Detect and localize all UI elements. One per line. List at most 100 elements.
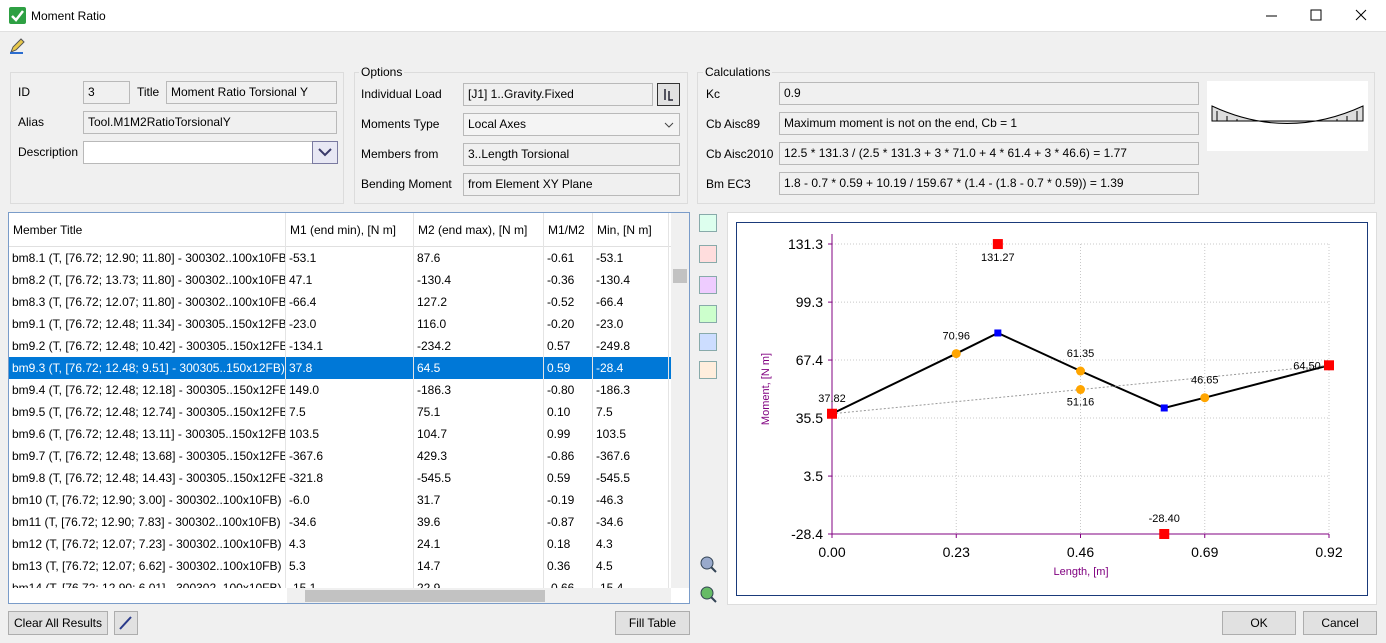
table-cell: bm11 (T, [76.72; 12.90; 7.83] - 300302..… bbox=[9, 511, 286, 533]
window-controls[interactable] bbox=[1250, 0, 1386, 32]
calculation-field: 1.8 - 0.7 * 0.59 + 10.19 / 159.67 * (1.4… bbox=[779, 172, 1199, 195]
table-row[interactable]: bm12 (T, [76.72; 12.07; 7.23] - 300302..… bbox=[9, 533, 671, 556]
column-header[interactable]: M1/M2 bbox=[544, 213, 593, 247]
table-row[interactable]: bm8.1 (T, [76.72; 12.90; 11.80] - 300302… bbox=[9, 247, 671, 270]
tool-button[interactable] bbox=[699, 333, 717, 351]
table-row[interactable]: bm9.2 (T, [76.72; 12.48; 10.42] - 300305… bbox=[9, 335, 671, 358]
tool-button[interactable] bbox=[699, 361, 717, 379]
edit-tool[interactable] bbox=[9, 38, 25, 54]
table-row[interactable]: bm14 (T, [76.72; 12.90; 6.01] - 300302..… bbox=[9, 577, 671, 588]
option-field[interactable]: from Element XY Plane bbox=[463, 173, 680, 196]
table-cell: -367.6 bbox=[286, 445, 414, 467]
app-icon bbox=[9, 7, 26, 24]
table-cell: 104.7 bbox=[414, 423, 544, 445]
point-marker bbox=[1076, 385, 1085, 395]
y-tick-label: 67.4 bbox=[796, 352, 823, 368]
table-cell: -367.6 bbox=[593, 445, 669, 467]
pick-load-button[interactable] bbox=[657, 83, 680, 106]
data-label: 131.27 bbox=[981, 252, 1015, 264]
fill-table-button[interactable]: Fill Table bbox=[615, 611, 690, 635]
calculation-field: 12.5 * 131.3 / (2.5 * 131.3 + 3 * 71.0 +… bbox=[779, 142, 1199, 165]
table-cell: 64.5 bbox=[414, 357, 544, 379]
ok-button[interactable]: OK bbox=[1222, 611, 1296, 635]
general-group bbox=[10, 72, 344, 204]
table-cell: bm13 (T, [76.72; 12.07; 6.62] - 300302..… bbox=[9, 555, 286, 577]
table-cell: 22.9 bbox=[414, 577, 544, 588]
x-tick-label: 0.69 bbox=[1191, 544, 1218, 560]
data-label: 37.82 bbox=[818, 393, 846, 405]
table-row[interactable]: bm9.7 (T, [76.72; 12.48; 13.68] - 300305… bbox=[9, 445, 671, 468]
table-row[interactable]: bm11 (T, [76.72; 12.90; 7.83] - 300302..… bbox=[9, 511, 671, 534]
table-cell: bm9.1 (T, [76.72; 12.48; 11.34] - 300305… bbox=[9, 313, 286, 335]
alias-field[interactable]: Tool.M1M2RatioTorsionalY bbox=[83, 111, 337, 134]
table-row[interactable]: bm9.6 (T, [76.72; 12.48; 13.11] - 300305… bbox=[9, 423, 671, 446]
table-cell: bm9.8 (T, [76.72; 12.48; 14.43] - 300305… bbox=[9, 467, 286, 489]
title-field[interactable]: Moment Ratio Torsional Y bbox=[166, 81, 337, 104]
table-cell: 149.0 bbox=[286, 379, 414, 401]
table-cell: -53.1 bbox=[286, 247, 414, 269]
table-cell: bm9.7 (T, [76.72; 12.48; 13.68] - 300305… bbox=[9, 445, 286, 467]
table-cell: bm10 (T, [76.72; 12.90; 3.00] - 300302..… bbox=[9, 489, 286, 511]
x-axis-label: Length, [m] bbox=[1053, 566, 1108, 578]
dropdown-button[interactable] bbox=[312, 141, 338, 164]
cancel-button[interactable]: Cancel bbox=[1303, 611, 1377, 635]
horizontal-scrollbar[interactable] bbox=[287, 588, 671, 603]
label: Individual Load bbox=[361, 87, 442, 101]
table-cell: 103.5 bbox=[593, 423, 669, 445]
description-combo[interactable] bbox=[83, 141, 338, 164]
table-row[interactable]: bm13 (T, [76.72; 12.07; 6.62] - 300302..… bbox=[9, 555, 671, 578]
table-cell: -66.4 bbox=[286, 291, 414, 313]
calculation-field: Maximum moment is not on the end, Cb = 1 bbox=[779, 112, 1199, 135]
tool-button[interactable] bbox=[699, 214, 717, 232]
label: Moments Type bbox=[361, 117, 440, 131]
table-row[interactable]: bm8.3 (T, [76.72; 12.07; 11.80] - 300302… bbox=[9, 291, 671, 314]
table-cell: 0.18 bbox=[544, 533, 593, 555]
table-cell: -0.66 bbox=[544, 577, 593, 588]
table-row[interactable]: bm9.3 (T, [76.72; 12.48; 9.51] - 300305.… bbox=[9, 357, 671, 380]
table-row[interactable]: bm8.2 (T, [76.72; 13.73; 11.80] - 300302… bbox=[9, 269, 671, 292]
table-cell: 0.36 bbox=[544, 555, 593, 577]
x-tick-label: 0.92 bbox=[1315, 544, 1342, 560]
option-field[interactable]: [J1] 1..Gravity.Fixed bbox=[463, 83, 653, 106]
tool-button[interactable] bbox=[699, 245, 717, 263]
table-row[interactable]: bm9.8 (T, [76.72; 12.48; 14.43] - 300305… bbox=[9, 467, 671, 490]
option-field[interactable]: 3..Length Torsional bbox=[463, 143, 680, 166]
table-cell: 75.1 bbox=[414, 401, 544, 423]
label: Members from bbox=[361, 147, 439, 161]
zoom-buttons[interactable] bbox=[699, 555, 717, 605]
table-body: bm8.1 (T, [76.72; 12.90; 11.80] - 300302… bbox=[9, 247, 671, 588]
tool-button[interactable] bbox=[699, 276, 717, 294]
table-cell: -28.4 bbox=[593, 357, 669, 379]
column-header[interactable]: Min, [N m] bbox=[593, 213, 669, 247]
id-field[interactable]: 3 bbox=[83, 81, 130, 104]
table-row[interactable]: bm10 (T, [76.72; 12.90; 3.00] - 300302..… bbox=[9, 489, 671, 512]
y-tick-label: 3.5 bbox=[804, 468, 824, 484]
options-group bbox=[354, 72, 688, 204]
table-cell: 7.5 bbox=[593, 401, 669, 423]
table-cell: -186.3 bbox=[414, 379, 544, 401]
vertex-marker bbox=[994, 329, 1002, 337]
table-cell: bm12 (T, [76.72; 12.07; 7.23] - 300302..… bbox=[9, 533, 286, 555]
column-header[interactable]: M2 (end max), [N m] bbox=[414, 213, 544, 247]
table-cell: -15.4 bbox=[593, 577, 669, 588]
tool-button[interactable] bbox=[699, 305, 717, 323]
table-row[interactable]: bm9.4 (T, [76.72; 12.48; 12.18] - 300305… bbox=[9, 379, 671, 402]
clear-results-button[interactable]: Clear All Results bbox=[8, 611, 108, 635]
column-header[interactable]: Member Title bbox=[9, 213, 286, 247]
table-row[interactable]: bm9.1 (T, [76.72; 12.48; 11.34] - 300305… bbox=[9, 313, 671, 336]
label: Cb Aisc89 bbox=[706, 117, 761, 131]
table-row[interactable]: bm9.5 (T, [76.72; 12.48; 12.74] - 300305… bbox=[9, 401, 671, 424]
results-table: Member Title M1 (end min), [N m] M2 (end m… bbox=[8, 212, 690, 604]
table-cell: -0.19 bbox=[544, 489, 593, 511]
table-cell: 4.5 bbox=[593, 555, 669, 577]
table-cell: -134.1 bbox=[286, 335, 414, 357]
y-tick-label: 35.5 bbox=[796, 410, 823, 426]
vertex-marker bbox=[1160, 404, 1168, 412]
vertical-scrollbar[interactable] bbox=[671, 213, 689, 588]
moments-type-combo[interactable]: Local Axes bbox=[463, 113, 680, 136]
column-header[interactable]: M1 (end min), [N m] bbox=[286, 213, 414, 247]
combo-arrow[interactable] bbox=[664, 121, 674, 129]
table-cell: 7.5 bbox=[286, 401, 414, 423]
settings-button[interactable] bbox=[114, 611, 138, 635]
